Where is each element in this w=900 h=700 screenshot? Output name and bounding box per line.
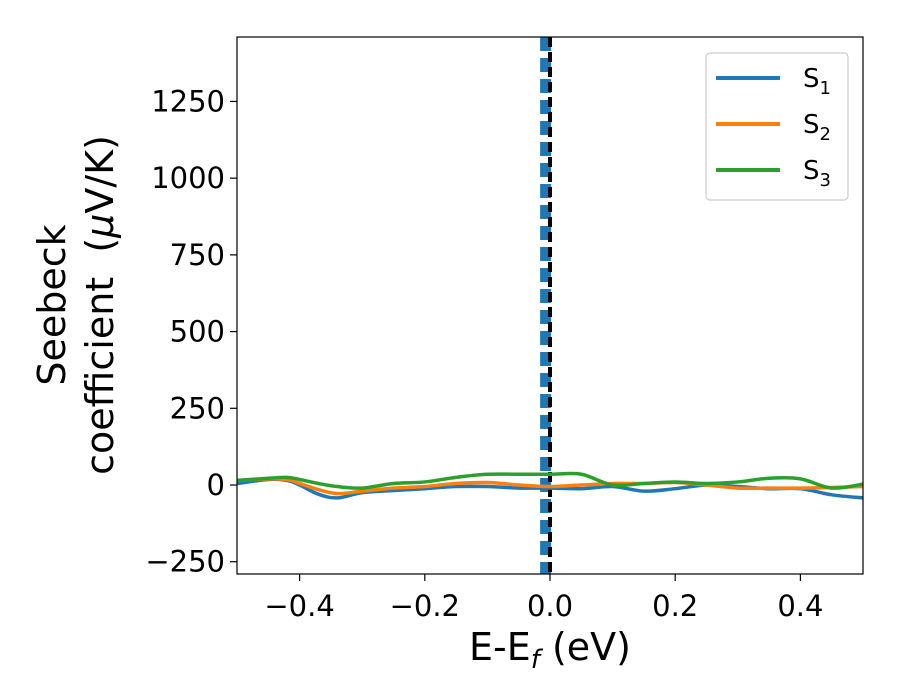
x-tick-label: 0.0 xyxy=(527,589,573,623)
y-tick-label: 1250 xyxy=(151,84,225,118)
series-lines xyxy=(237,471,863,500)
legend-label-s1: S1 xyxy=(803,64,831,99)
y-axis-label-line1: Seebeck xyxy=(30,224,74,385)
x-tick-label: −0.2 xyxy=(390,589,460,623)
y-axis-ticks: −250 0 250 500 750 1000 1250 xyxy=(145,84,237,579)
y-tick-label: 1000 xyxy=(151,161,225,195)
series-line-s2 xyxy=(237,477,863,496)
x-tick-label: 0.2 xyxy=(652,589,698,623)
legend: S1 S2 S3 xyxy=(705,52,849,201)
y-tick-label: 0 xyxy=(207,468,225,502)
x-tick-label: −0.4 xyxy=(264,589,334,623)
legend-box xyxy=(705,52,849,201)
legend-label-s2: S2 xyxy=(803,110,831,145)
x-tick-label: 0.4 xyxy=(777,589,823,623)
x-axis-label: E-Ef (eV) xyxy=(469,625,631,675)
x-axis-ticks: −0.4 −0.2 0.0 0.2 0.4 xyxy=(264,574,823,623)
legend-label-s3: S3 xyxy=(803,156,831,191)
y-tick-label: −250 xyxy=(145,545,225,579)
reference-lines xyxy=(540,37,552,574)
series-line-s3 xyxy=(237,471,863,490)
y-tick-label: 750 xyxy=(170,238,225,272)
y-axis-label: Seebeck coefficient (μV/K) xyxy=(30,135,122,475)
y-tick-label: 250 xyxy=(170,391,225,425)
y-axis-label-line2: coefficient (μV/K) xyxy=(78,135,122,475)
y-tick-label: 500 xyxy=(170,315,225,349)
